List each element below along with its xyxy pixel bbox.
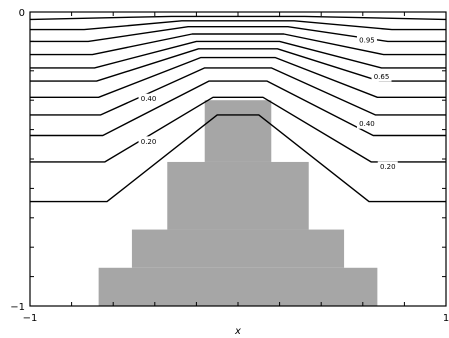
contour-line-4 [30, 33, 446, 56]
contour-line-3 [30, 26, 446, 43]
x-axis-label: x [234, 326, 241, 337]
contour-line-11 [30, 114, 446, 203]
obstacle-tier-1 [98, 267, 378, 306]
contour-labels: 0.95 0.65 0.40 0.40 0.20 0.20 [138, 34, 398, 172]
x-tick-label-1: −1 [23, 313, 38, 324]
contour-label-bg-4 [138, 93, 159, 104]
contour-line-8 [30, 67, 446, 116]
contour-label-3: 0.40 [359, 120, 375, 128]
y-tick-label-1: 0 [19, 8, 25, 19]
axis-ticks [30, 12, 446, 306]
contour-line-2 [30, 20, 446, 31]
contour-label-bg-6 [377, 161, 398, 172]
contour-label-bg-2 [371, 71, 392, 82]
contour-label-bg-3 [356, 118, 377, 129]
contour-line-5 [30, 40, 446, 69]
y-tick-label-2: −1 [10, 302, 25, 313]
contour-label-5: 0.20 [141, 138, 157, 146]
obstacle-tier-2 [131, 229, 345, 268]
contour-label-1: 0.95 [359, 36, 375, 44]
contour-label-6: 0.20 [380, 163, 396, 171]
obstacle-tier-3 [167, 161, 309, 230]
obstacle-tier-4 [204, 100, 272, 162]
contour-line-1 [30, 15, 446, 21]
contour-label-bg-5 [138, 136, 159, 147]
tick-labels: −1 1 0 −1 [10, 8, 449, 324]
contour-line-9 [30, 80, 446, 137]
x-tick-label-2: 1 [443, 313, 449, 324]
obstacle [98, 100, 378, 306]
contour-label-4: 0.40 [141, 95, 157, 103]
contour-label-bg-1 [356, 34, 377, 45]
contour-line-7 [30, 56, 446, 99]
contour-label-2: 0.65 [374, 73, 390, 81]
